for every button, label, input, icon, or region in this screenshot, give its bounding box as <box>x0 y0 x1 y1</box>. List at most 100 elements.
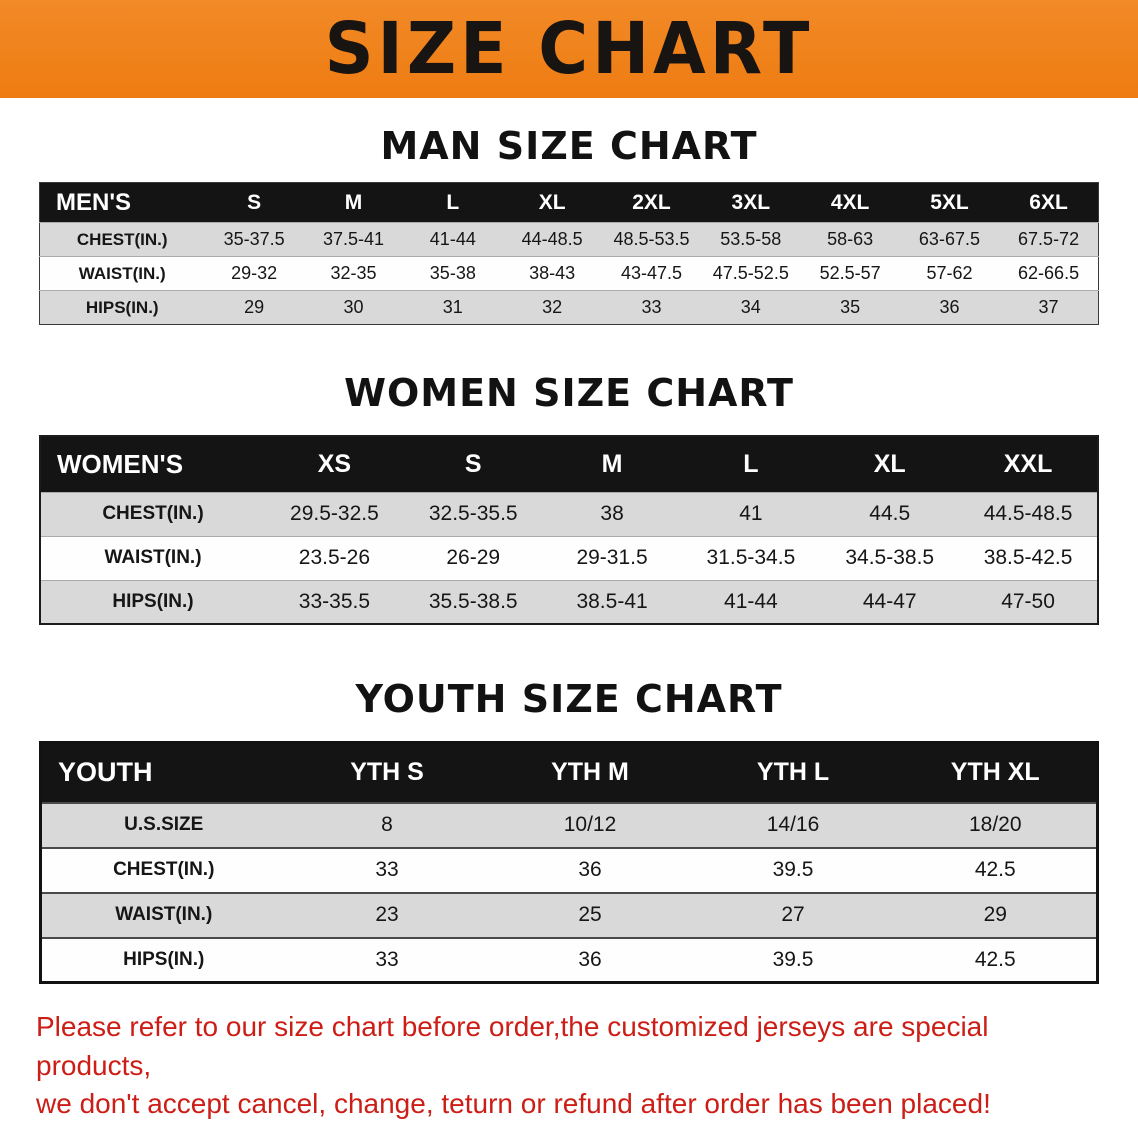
size-column-header: L <box>403 182 503 223</box>
size-column-header: L <box>681 436 821 492</box>
size-value-cell: 63-67.5 <box>899 222 1000 257</box>
size-value-cell: 33 <box>285 936 489 983</box>
size-value-cell: 48.5-53.5 <box>601 222 702 257</box>
measurement-row: CHEST(IN.) 35-37.5 37.5-41 41-44 44-48.5 48.5… <box>39 222 1099 257</box>
size-value-cell: 35.5-38.5 <box>403 579 543 624</box>
size-value-cell: 38-43 <box>502 256 602 291</box>
size-value-cell: 67.5-72 <box>999 222 1099 257</box>
measurement-label: WAIST(IN.) <box>39 256 205 291</box>
size-value-cell: 36 <box>488 846 692 893</box>
size-column-header: XL <box>502 182 602 223</box>
measurement-label: WAIST(IN.) <box>40 891 286 938</box>
size-value-cell: 31.5-34.5 <box>681 535 821 580</box>
size-value-cell: 43-47.5 <box>601 256 702 291</box>
size-value-cell: 29-31.5 <box>542 535 682 580</box>
measurement-row: WAIST(IN.) 23.5-26 26-29 29-31.5 31.5-34.5 34… <box>40 535 1098 580</box>
size-value-cell: 37.5-41 <box>303 222 404 257</box>
size-value-cell: 35 <box>800 290 900 325</box>
measurement-row: HIPS(IN.) 29 30 31 32 33 34 35 36 37 <box>39 290 1099 325</box>
measurement-label: CHEST(IN.) <box>39 222 205 257</box>
men-section-heading: MAN SIZE CHART <box>380 124 758 168</box>
size-value-cell: 41 <box>681 491 821 536</box>
size-value-cell: 33 <box>285 846 489 893</box>
size-value-cell: 32 <box>502 290 602 325</box>
size-value-cell: 29 <box>894 891 1098 938</box>
size-column-header: 3XL <box>701 182 801 223</box>
measurement-row: WAIST(IN.) 29-32 32-35 35-38 38-43 43-47.5 47.… <box>39 256 1099 291</box>
footer-disclaimer: Please refer to our size chart before or… <box>0 1008 1138 1124</box>
measurement-label: CHEST(IN.) <box>40 491 265 536</box>
size-value-cell: 31 <box>403 290 503 325</box>
size-value-cell: 47-50 <box>959 579 1098 624</box>
size-value-cell: 14/16 <box>691 801 895 848</box>
size-value-cell: 53.5-58 <box>701 222 801 257</box>
size-column-header: XS <box>265 436 404 492</box>
size-value-cell: 62-66.5 <box>999 256 1099 291</box>
size-value-cell: 39.5 <box>691 846 895 893</box>
size-value-cell: 58-63 <box>800 222 900 257</box>
size-value-cell: 32.5-35.5 <box>403 491 543 536</box>
size-value-cell: 44-47 <box>820 579 960 624</box>
size-value-cell: 39.5 <box>691 936 895 983</box>
table-title-cell: WOMEN'S <box>40 436 265 492</box>
table-title-cell: MEN'S <box>39 182 205 223</box>
youth-table-body: U.S.SIZE 8 10/12 14/16 18/20 CHEST(IN.) 33 36 39… <box>40 801 1098 983</box>
size-column-header: 5XL <box>899 182 1000 223</box>
banner-title: SIZE CHART <box>324 7 814 91</box>
footer-line-1: Please refer to our size chart before or… <box>36 1011 989 1081</box>
size-value-cell: 35-37.5 <box>204 222 304 257</box>
size-column-header: 4XL <box>800 182 900 223</box>
size-column-header: XXL <box>959 436 1098 492</box>
youth-table-header-row: YOUTH YTH S YTH M YTH L YTH XL <box>40 742 1098 803</box>
size-value-cell: 10/12 <box>488 801 692 848</box>
size-value-cell: 23.5-26 <box>265 535 404 580</box>
women-section-heading: WOMEN SIZE CHART <box>344 371 794 415</box>
size-value-cell: 34 <box>701 290 801 325</box>
size-value-cell: 33 <box>601 290 702 325</box>
size-column-header: S <box>403 436 543 492</box>
size-value-cell: 23 <box>285 891 489 938</box>
size-value-cell: 34.5-38.5 <box>820 535 960 580</box>
size-column-header: 6XL <box>999 182 1099 223</box>
size-value-cell: 29.5-32.5 <box>265 491 404 536</box>
size-value-cell: 36 <box>488 936 692 983</box>
size-column-header: 2XL <box>601 182 702 223</box>
men-size-table: MEN'S S M L XL 2XL 3XL 4XL 5XL 6XL CHEST(IN.) 35-3… <box>39 182 1099 325</box>
size-value-cell: 38.5-42.5 <box>959 535 1098 580</box>
size-value-cell: 36 <box>899 290 1000 325</box>
size-value-cell: 57-62 <box>899 256 1000 291</box>
measurement-row: HIPS(IN.) 33-35.5 35.5-38.5 38.5-41 41-44 44-… <box>40 579 1098 624</box>
measurement-label: U.S.SIZE <box>40 801 286 848</box>
size-value-cell: 32-35 <box>303 256 404 291</box>
size-value-cell: 29-32 <box>204 256 304 291</box>
size-value-cell: 44-48.5 <box>502 222 602 257</box>
size-value-cell: 29 <box>204 290 304 325</box>
size-value-cell: 47.5-52.5 <box>701 256 801 291</box>
size-value-cell: 26-29 <box>403 535 543 580</box>
size-column-header: S <box>204 182 304 223</box>
youth-size-table: YOUTH YTH S YTH M YTH L YTH XL U.S.SIZE 8 10/1… <box>39 741 1099 984</box>
table-title-cell: YOUTH <box>40 742 286 803</box>
size-column-header: YTH L <box>691 742 895 803</box>
size-value-cell: 25 <box>488 891 692 938</box>
size-column-header: YTH S <box>285 742 489 803</box>
size-value-cell: 44.5-48.5 <box>959 491 1098 536</box>
youth-section-heading: YOUTH SIZE CHART <box>355 677 783 721</box>
women-size-table: WOMEN'S XS S M L XL XXL CHEST(IN.) 29.5-32.5 32.… <box>39 435 1099 625</box>
measurement-row: WAIST(IN.) 23 25 27 29 <box>40 891 1098 938</box>
size-value-cell: 37 <box>999 290 1099 325</box>
size-value-cell: 41-44 <box>403 222 503 257</box>
measurement-label: HIPS(IN.) <box>39 290 205 325</box>
measurement-row: U.S.SIZE 8 10/12 14/16 18/20 <box>40 801 1098 848</box>
size-value-cell: 18/20 <box>894 801 1098 848</box>
measurement-row: CHEST(IN.) 29.5-32.5 32.5-35.5 38 41 44.5 44.5… <box>40 491 1098 536</box>
size-value-cell: 33-35.5 <box>265 579 404 624</box>
men-table-header-row: MEN'S S M L XL 2XL 3XL 4XL 5XL 6XL <box>39 182 1099 223</box>
size-column-header: YTH M <box>488 742 692 803</box>
size-value-cell: 30 <box>303 290 404 325</box>
measurement-label: CHEST(IN.) <box>40 846 286 893</box>
size-value-cell: 38 <box>542 491 682 536</box>
size-value-cell: 38.5-41 <box>542 579 682 624</box>
measurement-label: HIPS(IN.) <box>40 936 286 983</box>
